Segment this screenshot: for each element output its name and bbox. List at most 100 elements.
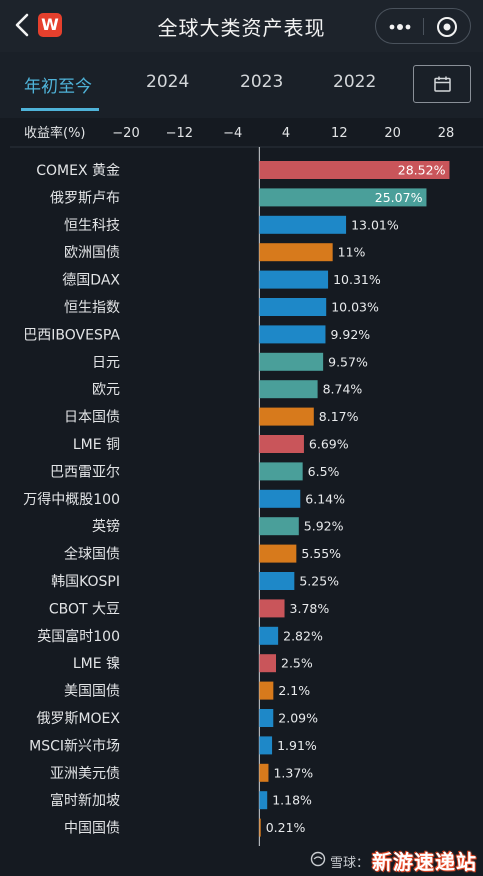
data-label: 5.55% (301, 546, 341, 561)
app-logo: W (38, 13, 62, 37)
bar (259, 270, 329, 289)
x-tick-label: 12 (331, 126, 348, 141)
category-label: 俄罗斯MOEX (36, 711, 120, 727)
category-label: COMEX 黄金 (36, 162, 120, 179)
category-label: 全球国债 (64, 546, 120, 563)
x-axis-title: 收益率(%) (24, 125, 86, 141)
snowball-logo-icon (310, 851, 326, 867)
bar (259, 352, 324, 371)
category-label: 欧洲国债 (64, 245, 120, 261)
data-label: 28.52% (398, 163, 446, 178)
category-label: 德国DAX (62, 273, 120, 289)
bar (259, 572, 295, 590)
data-label: 13.01% (351, 217, 399, 232)
more-icon[interactable] (389, 24, 411, 30)
category-label: 日本国债 (64, 410, 120, 426)
category-label: CBOT 大豆 (49, 601, 120, 617)
watermark-source: 雪球： (330, 856, 370, 871)
category-label: 日元 (92, 355, 120, 371)
data-label: 2.5% (281, 656, 313, 671)
bar (259, 791, 268, 810)
category-label: 恒生指数 (64, 300, 120, 316)
data-label: 10.03% (331, 300, 379, 315)
data-label: 6.69% (309, 437, 349, 452)
data-label: 6.5% (308, 464, 340, 479)
bar (259, 489, 301, 508)
category-label: 英镑 (92, 518, 120, 535)
category-label: 中国国债 (64, 821, 120, 837)
bar (259, 325, 326, 344)
category-label: 富时新加坡 (50, 792, 120, 809)
category-label: 恒生科技 (64, 218, 120, 234)
data-label: 1.18% (272, 793, 312, 808)
data-label: 10.31% (333, 272, 381, 287)
nav-bar: W 全球大类资产表现 (0, 0, 483, 52)
category-label: LME 镍 (73, 656, 120, 672)
data-label: 1.37% (273, 765, 313, 780)
data-label: 9.57% (328, 354, 368, 369)
data-label: 6.14% (305, 491, 345, 506)
bar (259, 736, 273, 755)
capsule-divider (423, 18, 424, 35)
x-tick-label: 20 (384, 126, 401, 141)
category-label: 美国国债 (64, 684, 120, 700)
data-label: 9.92% (330, 327, 370, 342)
watermark: 雪球： 新游速递站 (310, 846, 480, 874)
calendar-icon (434, 76, 451, 92)
back-arrow-icon[interactable] (12, 12, 34, 38)
tab-2024[interactable]: 2024 (146, 72, 190, 92)
active-tab-indicator (21, 108, 99, 111)
data-label: 1.91% (277, 738, 317, 753)
bar (259, 380, 318, 399)
bar (259, 462, 303, 481)
category-label: 俄罗斯卢布 (50, 190, 120, 206)
bar (259, 681, 274, 700)
close-target-icon[interactable] (436, 16, 458, 38)
calendar-button[interactable] (413, 65, 471, 103)
bar (259, 215, 347, 234)
bar (259, 517, 299, 536)
bar (259, 626, 279, 645)
data-label: 5.92% (304, 519, 344, 534)
category-label: MSCI新兴市场 (29, 737, 120, 754)
x-tick-label: 4 (282, 126, 290, 141)
bar (259, 243, 333, 262)
data-label: 5.25% (299, 574, 339, 589)
tab-2023[interactable]: 2023 (240, 72, 284, 92)
bar (259, 709, 274, 727)
category-label: 英国富时100 (37, 628, 120, 645)
data-label: 3.78% (290, 601, 330, 616)
bar (259, 188, 427, 207)
bar (259, 161, 450, 179)
data-label: 8.74% (323, 382, 363, 397)
x-tick-label: −4 (223, 126, 242, 141)
period-tabs: 年初至今 2024 2023 2022 (0, 52, 483, 118)
bar (259, 298, 327, 316)
data-label: 0.21% (266, 820, 306, 835)
category-label: 万得中概股100 (23, 491, 120, 508)
data-label: 2.09% (278, 711, 318, 726)
category-label: 巴西IBOVESPA (23, 327, 120, 343)
returns-bar-chart: 收益率(%) −20 −12 −4 4 12 20 28 COMEX 黄金 28.52% 俄罗斯卢布… (10, 125, 483, 846)
data-label: 2.82% (283, 628, 323, 643)
watermark-brand: 新游速递站 (372, 850, 477, 874)
bar (259, 763, 269, 782)
bar (259, 654, 276, 673)
category-label: LME 铜 (73, 437, 120, 453)
bar (259, 818, 261, 837)
x-tick-label: −20 (112, 126, 139, 141)
category-label: 欧元 (92, 382, 120, 398)
x-tick-label: −12 (166, 126, 193, 141)
category-label: 韩国KOSPI (51, 574, 120, 590)
category-label: 巴西雷亚尔 (50, 464, 120, 480)
data-label: 11% (338, 245, 366, 260)
data-label: 25.07% (375, 190, 423, 205)
tab-ytd[interactable]: 年初至今 (24, 77, 92, 97)
bar (259, 599, 285, 618)
tab-2022[interactable]: 2022 (333, 72, 377, 92)
category-label: 亚洲美元债 (50, 766, 120, 782)
page-title: 全球大类资产表现 (157, 16, 326, 40)
x-tick-label: 28 (438, 126, 455, 141)
mini-program-capsule (375, 8, 471, 44)
bar (259, 435, 304, 453)
